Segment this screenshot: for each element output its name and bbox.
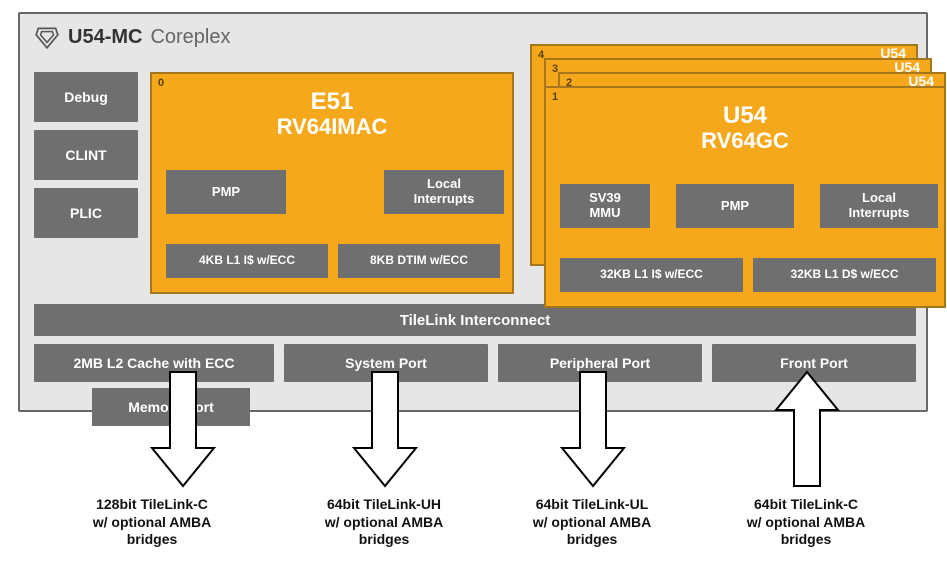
u54-title1: U54 bbox=[546, 102, 944, 130]
u54-title2: RV64GC bbox=[546, 128, 944, 154]
arrow-3 bbox=[772, 370, 842, 488]
u54-layer-1: 1 U54 RV64GC SV39 MMU PMP Local Interrup… bbox=[544, 86, 946, 308]
e51-index: 0 bbox=[158, 77, 164, 89]
u54-row2: 32KB L1 I$ w/ECC 32KB L1 D$ w/ECC bbox=[560, 258, 936, 292]
e51-local-interrupts: Local Interrupts bbox=[384, 170, 504, 214]
e51-row2: 4KB L1 I$ w/ECC 8KB DTIM w/ECC bbox=[166, 244, 500, 278]
u54-mmu: SV39 MMU bbox=[560, 184, 650, 228]
sifive-logo-icon bbox=[34, 24, 60, 50]
title-bold: U54-MC bbox=[68, 26, 142, 49]
sidebar-plic: PLIC bbox=[34, 188, 138, 238]
u54-pmp: PMP bbox=[676, 184, 794, 228]
sidebar: Debug CLINT PLIC bbox=[34, 72, 138, 238]
sidebar-debug: Debug bbox=[34, 72, 138, 122]
sidebar-clint: CLINT bbox=[34, 130, 138, 180]
u54-header: U54 RV64GC bbox=[546, 102, 944, 154]
u54-local-interrupts: Local Interrupts bbox=[820, 184, 938, 228]
e51-row1: PMP Local Interrupts bbox=[166, 170, 504, 214]
e51-title1: E51 bbox=[152, 88, 512, 116]
e51-pmp: PMP bbox=[166, 170, 286, 214]
e51-header: E51 RV64IMAC bbox=[152, 88, 512, 140]
title-light: Coreplex bbox=[150, 26, 230, 49]
arrow-label-2: 64bit TileLink-UL w/ optional AMBA bridg… bbox=[502, 496, 682, 549]
arrow-label-3: 64bit TileLink-C w/ optional AMBA bridge… bbox=[716, 496, 896, 549]
u54-stack: 4 U54 3 U54 2 U54 1 U54 RV64GC SV39 MMU … bbox=[530, 44, 934, 294]
arrow-label-1: 64bit TileLink-UH w/ optional AMBA bridg… bbox=[294, 496, 474, 549]
u54-idx-1: 1 bbox=[552, 91, 558, 103]
u54-row1: SV39 MMU PMP Local Interrupts bbox=[560, 184, 938, 228]
tilelink-interconnect: TileLink Interconnect bbox=[34, 304, 916, 336]
arrow-1 bbox=[350, 370, 420, 488]
u54-l1i: 32KB L1 I$ w/ECC bbox=[560, 258, 743, 292]
e51-dtim: 8KB DTIM w/ECC bbox=[338, 244, 500, 278]
coreplex-container: U54-MC Coreplex Debug CLINT PLIC 0 E51 R… bbox=[18, 12, 928, 412]
e51-l1i: 4KB L1 I$ w/ECC bbox=[166, 244, 328, 278]
u54-l1d: 32KB L1 D$ w/ECC bbox=[753, 258, 936, 292]
coreplex-title: U54-MC Coreplex bbox=[34, 24, 231, 50]
e51-core: 0 E51 RV64IMAC PMP Local Interrupts 4KB … bbox=[150, 72, 514, 294]
arrow-label-0: 128bit TileLink-C w/ optional AMBA bridg… bbox=[62, 496, 242, 549]
arrow-0 bbox=[148, 370, 218, 488]
arrow-2 bbox=[558, 370, 628, 488]
e51-title2: RV64IMAC bbox=[152, 114, 512, 140]
